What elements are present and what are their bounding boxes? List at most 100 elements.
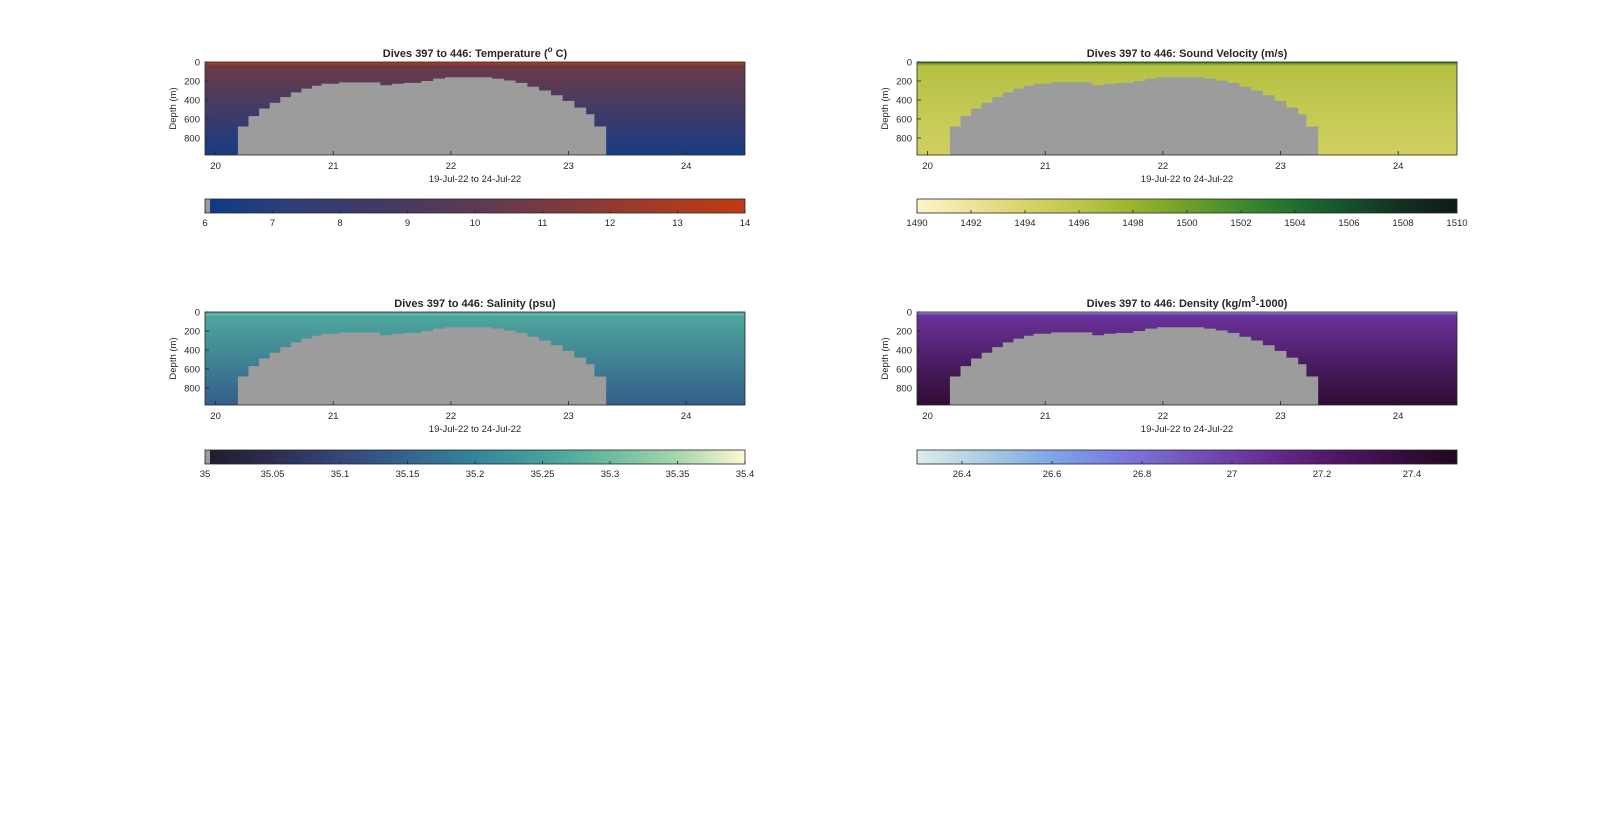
- x-tick-label: 23: [1275, 161, 1286, 172]
- colorbar-tick-label: 10: [470, 218, 481, 229]
- chart-title: Dives 397 to 446: Density (kg/m3-1000): [1087, 295, 1288, 310]
- x-tick-label: 22: [446, 161, 457, 172]
- chart-title: Dives 397 to 446: Sound Velocity (m/s): [1087, 48, 1288, 60]
- x-tick-label: 24: [681, 161, 692, 172]
- chart-title-text: Dives 397 to 446: Salinity (psu): [394, 298, 556, 310]
- chart-title-tail: -1000): [1256, 298, 1288, 310]
- colorbar-tick-label: 11: [538, 218, 548, 229]
- x-tick-label: 23: [563, 161, 574, 172]
- chart-title: Dives 397 to 446: Temperature (o C): [383, 45, 568, 60]
- y-tick-label: 600: [896, 364, 912, 375]
- y-tick-label: 400: [896, 95, 912, 106]
- colorbar: [917, 450, 1457, 464]
- y-axis-label: Depth (m): [168, 87, 179, 129]
- x-tick-label: 22: [446, 411, 457, 422]
- x-tick-label: 23: [1275, 411, 1286, 422]
- axes-box: [916, 61, 1458, 156]
- y-tick-label: 600: [896, 114, 912, 125]
- colorbar-tick-label: 8: [337, 218, 342, 229]
- colorbar-tick-label: 26.4: [953, 469, 972, 480]
- colorbar-nodata-swatch: [205, 450, 210, 464]
- chart-title-text: Dives 397 to 446: Density (kg/m: [1087, 298, 1252, 310]
- colorbar-tick-label: 14: [740, 218, 751, 229]
- y-tick-label: 200: [896, 326, 912, 337]
- y-tick-label: 400: [896, 345, 912, 356]
- x-tick-label: 22: [1158, 161, 1169, 172]
- y-tick-label: 800: [896, 383, 912, 394]
- colorbar: [917, 199, 1457, 213]
- colorbar-tick-label: 7: [270, 218, 275, 229]
- colorbar-tick-label: 6: [202, 218, 207, 229]
- colorbar-tick-label: 1506: [1338, 218, 1359, 229]
- x-tick-label: 24: [1393, 411, 1404, 422]
- colorbar-tick-label: 35.2: [466, 469, 485, 480]
- colorbar-tick-label: 35.05: [261, 469, 285, 480]
- y-tick-label: 600: [184, 364, 200, 375]
- y-tick-label: 0: [195, 58, 200, 69]
- seafloor-mask: [205, 77, 607, 155]
- y-tick-label: 400: [184, 95, 200, 106]
- colorbar-tick-label: 27: [1227, 469, 1238, 480]
- colorbar-tick-label: 12: [605, 218, 616, 229]
- colorbar-tick-label: 1492: [960, 218, 981, 229]
- x-tick-label: 21: [1040, 411, 1051, 422]
- x-axis-label: 19-Jul-22 to 24-Jul-22: [429, 174, 521, 185]
- chart-panel-1: Dives 397 to 446: Temperature (o C) 0 200 4…: [168, 45, 750, 229]
- y-tick-label: 800: [184, 383, 200, 394]
- colorbar-tick-label: 35.4: [736, 469, 755, 480]
- y-tick-label: 800: [184, 133, 200, 144]
- x-tick-label: 24: [681, 411, 692, 422]
- x-tick-label: 20: [210, 411, 221, 422]
- colorbar-tick-label: 35.1: [331, 469, 350, 480]
- chart-title: Dives 397 to 446: Salinity (psu): [394, 298, 556, 310]
- colorbar-tick-label: 1496: [1068, 218, 1089, 229]
- x-tick-label: 21: [1040, 161, 1051, 172]
- seafloor-mask: [917, 77, 1319, 155]
- colorbar-tick-label: 26.8: [1133, 469, 1152, 480]
- x-tick-label: 21: [328, 161, 339, 172]
- colorbar-tick-label: 1502: [1230, 218, 1251, 229]
- colorbar-tick-label: 35.25: [531, 469, 555, 480]
- axes-box: [916, 311, 1458, 406]
- seafloor-mask: [917, 327, 1319, 405]
- axes-box: [204, 311, 746, 406]
- x-axis-label: 19-Jul-22 to 24-Jul-22: [1141, 174, 1233, 185]
- y-axis-label: Depth (m): [168, 337, 179, 379]
- colorbar-tick-label: 1494: [1014, 218, 1035, 229]
- y-tick-label: 200: [184, 326, 200, 337]
- y-tick-label: 200: [896, 76, 912, 87]
- y-tick-label: 0: [907, 308, 912, 319]
- chart-panel-3: Dives 397 to 446: Salinity (psu) 0 200 400 6…: [168, 298, 754, 480]
- chart-title-superscript: 3: [1251, 295, 1256, 304]
- x-axis-label: 19-Jul-22 to 24-Jul-22: [429, 424, 521, 435]
- y-tick-label: 600: [184, 114, 200, 125]
- chart-title-text: Dives 397 to 446: Sound Velocity (m/s): [1087, 48, 1288, 60]
- colorbar-tick-label: 1504: [1284, 218, 1305, 229]
- x-tick-label: 21: [328, 411, 339, 422]
- chart-panel-2: Dives 397 to 446: Sound Velocity (m/s) 0 2…: [880, 48, 1468, 229]
- colorbar-frame: [916, 449, 1458, 465]
- colorbar-tick-label: 35: [200, 469, 211, 480]
- y-axis-label: Depth (m): [880, 87, 891, 129]
- chart-title-tail: C): [553, 48, 568, 60]
- colorbar: [205, 450, 745, 464]
- colorbar-tick-label: 1490: [906, 218, 927, 229]
- x-tick-label: 20: [922, 411, 933, 422]
- x-tick-label: 22: [1158, 411, 1169, 422]
- seafloor-mask: [205, 327, 607, 405]
- y-tick-label: 0: [907, 58, 912, 69]
- x-tick-label: 23: [563, 411, 574, 422]
- colorbar-tick-label: 1500: [1176, 218, 1197, 229]
- chart-title-superscript: o: [548, 45, 553, 54]
- colorbar-tick-label: 27.2: [1313, 469, 1332, 480]
- x-tick-label: 20: [210, 161, 221, 172]
- axes-box: [204, 61, 746, 156]
- colorbar-tick-label: 13: [672, 218, 683, 229]
- colorbar-tick-label: 1510: [1446, 218, 1467, 229]
- y-axis-label: Depth (m): [880, 337, 891, 379]
- x-axis-label: 19-Jul-22 to 24-Jul-22: [1141, 424, 1233, 435]
- y-tick-label: 800: [896, 133, 912, 144]
- colorbar-tick-label: 1498: [1122, 218, 1143, 229]
- colorbar-tick-label: 35.35: [666, 469, 690, 480]
